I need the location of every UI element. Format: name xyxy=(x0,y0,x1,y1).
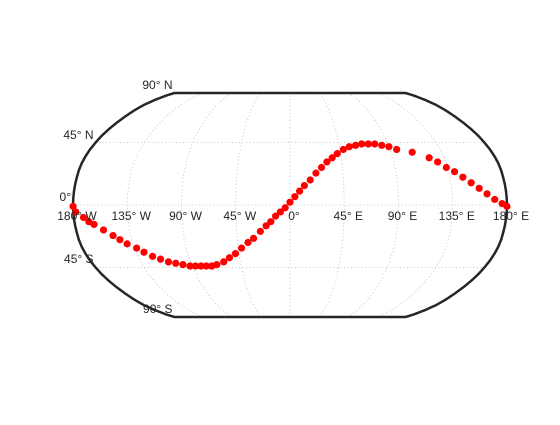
meridian-line xyxy=(376,92,454,318)
data-point xyxy=(459,173,467,181)
data-point xyxy=(156,255,165,263)
lon-label: 45° W xyxy=(223,209,257,223)
data-point xyxy=(351,141,360,149)
data-point xyxy=(364,140,372,148)
lon-label: 0° xyxy=(288,209,300,223)
data-point xyxy=(475,184,483,192)
data-points xyxy=(69,140,511,270)
lon-label: 90° W xyxy=(169,209,202,223)
data-point xyxy=(109,231,117,240)
data-point xyxy=(503,202,511,210)
lat-label: 90° S xyxy=(143,302,173,316)
lon-label: 180° E xyxy=(492,209,530,223)
data-point xyxy=(237,244,246,252)
data-point xyxy=(306,176,314,184)
data-point xyxy=(244,238,252,247)
data-point xyxy=(271,212,280,220)
data-point xyxy=(249,234,258,242)
data-point xyxy=(140,248,148,256)
data-point xyxy=(339,145,347,154)
lon-label: 135° W xyxy=(111,209,151,223)
data-point xyxy=(442,163,450,172)
data-point xyxy=(186,262,194,270)
data-point xyxy=(408,148,416,156)
data-point xyxy=(300,181,308,190)
data-point xyxy=(69,202,77,210)
data-point xyxy=(256,227,264,235)
data-point xyxy=(72,208,80,216)
data-point xyxy=(148,252,157,260)
data-point xyxy=(296,187,304,195)
data-point xyxy=(328,154,336,162)
lon-label: 180° W xyxy=(57,209,97,223)
data-point xyxy=(99,226,108,234)
data-point xyxy=(164,258,173,266)
data-point xyxy=(483,190,491,198)
lon-label: 135° E xyxy=(438,209,475,223)
lat-label: 0° xyxy=(59,190,71,204)
lat-label: 45° S xyxy=(64,252,94,267)
data-point xyxy=(133,244,141,252)
data-point xyxy=(291,193,299,201)
data-point xyxy=(312,169,320,177)
data-point xyxy=(393,145,401,154)
data-point xyxy=(202,262,210,270)
data-point xyxy=(281,204,289,212)
data-point xyxy=(213,261,221,269)
data-point xyxy=(267,218,275,226)
data-point xyxy=(450,168,459,176)
data-point xyxy=(317,163,326,172)
data-point xyxy=(385,143,393,151)
data-point xyxy=(172,259,180,267)
data-point xyxy=(323,158,331,166)
meridian-line xyxy=(405,92,508,318)
data-point xyxy=(179,261,187,269)
data-point xyxy=(333,150,341,158)
data-point xyxy=(79,213,88,222)
data-point xyxy=(276,208,284,216)
meridian-line xyxy=(318,92,345,318)
meridian-line xyxy=(72,92,175,318)
data-point xyxy=(491,195,499,204)
meridian-line xyxy=(126,92,204,318)
data-point xyxy=(220,258,228,266)
data-point xyxy=(225,254,234,262)
lon-label: 90° E xyxy=(387,209,418,223)
data-point xyxy=(345,143,353,151)
data-point xyxy=(116,236,124,244)
data-point xyxy=(378,141,386,149)
data-point xyxy=(197,262,205,270)
map-frame xyxy=(71,91,509,319)
lat-label: 45° N xyxy=(63,127,94,142)
data-point xyxy=(286,198,294,206)
lon-label: 45° E xyxy=(333,209,363,223)
data-point xyxy=(191,262,200,270)
meridian-line xyxy=(235,92,262,318)
lat-label: 90° N xyxy=(142,78,173,92)
map-frame-outline xyxy=(71,91,509,319)
data-point xyxy=(90,220,98,229)
meridian-line xyxy=(347,92,399,318)
data-point xyxy=(425,154,433,162)
data-point xyxy=(467,179,475,187)
data-point xyxy=(262,222,270,230)
data-point xyxy=(371,140,379,148)
data-point xyxy=(123,240,131,248)
data-point xyxy=(358,140,366,148)
data-point xyxy=(231,250,240,258)
data-point xyxy=(434,158,442,166)
